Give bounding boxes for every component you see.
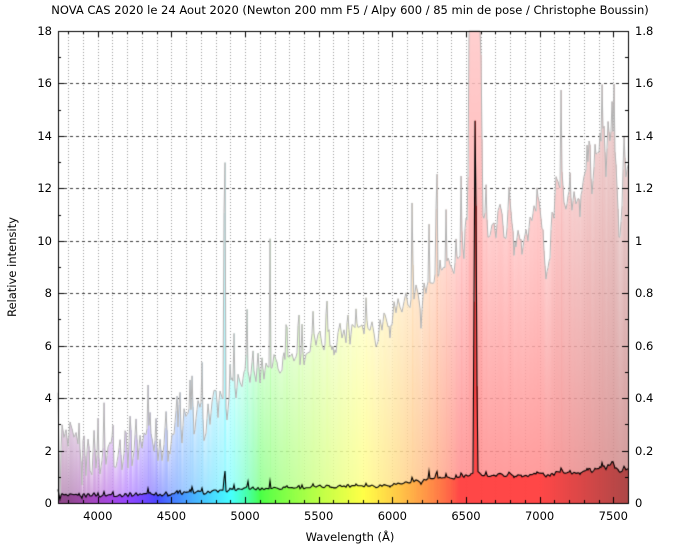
y-left-axis-tick-label: 8: [44, 286, 52, 301]
y-left-axis-tick-label: 12: [37, 181, 52, 196]
x-axis-tick-label: 4000: [83, 509, 113, 523]
y-left-axis-tick-label: 6: [44, 338, 52, 353]
y-right-axis-tick-label: 1.8: [635, 24, 654, 38]
x-axis-tick-label: 5500: [304, 509, 334, 523]
y-right-axis-tick-label: 0.8: [635, 286, 654, 301]
chart-title: NOVA CAS 2020 le 24 Aout 2020 (Newton 20…: [51, 3, 649, 17]
y-right-axis-tick-label: 1.4: [635, 128, 654, 143]
x-axis-tick-label: 6000: [377, 509, 407, 523]
y-right-axis-tick-label: 0: [635, 496, 643, 510]
x-axis-title: Wavelength (Å): [305, 530, 395, 544]
x-axis-tick-label: 7500: [598, 509, 628, 523]
y-left-axis-tick-label: 4: [44, 391, 52, 406]
x-axis-tick-label: 5000: [230, 509, 260, 523]
x-axis-tick-label: 6500: [451, 509, 481, 523]
y-left-axis-tick-label: 16: [37, 76, 52, 91]
y-right-axis-tick-label: 1.6: [635, 76, 654, 91]
y-left-axis-tick-label: 0: [44, 496, 52, 510]
y-left-axis-tick-label: 10: [37, 233, 52, 248]
y-axis-title: Relative intensity: [5, 217, 19, 317]
y-left-axis-tick-label: 14: [37, 128, 52, 143]
y-right-axis-tick-label: 1.2: [635, 181, 654, 196]
y-right-axis-tick-label: 0.6: [635, 338, 654, 353]
x-axis-tick-label: 4500: [156, 509, 187, 523]
y-right-axis-tick-label: 0.4: [635, 391, 654, 406]
x-axis-tick-label: 7000: [524, 509, 555, 523]
y-right-axis-tick-label: 1: [635, 233, 643, 248]
y-left-axis-tick-label: 2: [44, 443, 52, 458]
y-right-axis-tick-label: 0.2: [635, 443, 654, 458]
y-left-axis-tick-label: 18: [37, 24, 52, 38]
